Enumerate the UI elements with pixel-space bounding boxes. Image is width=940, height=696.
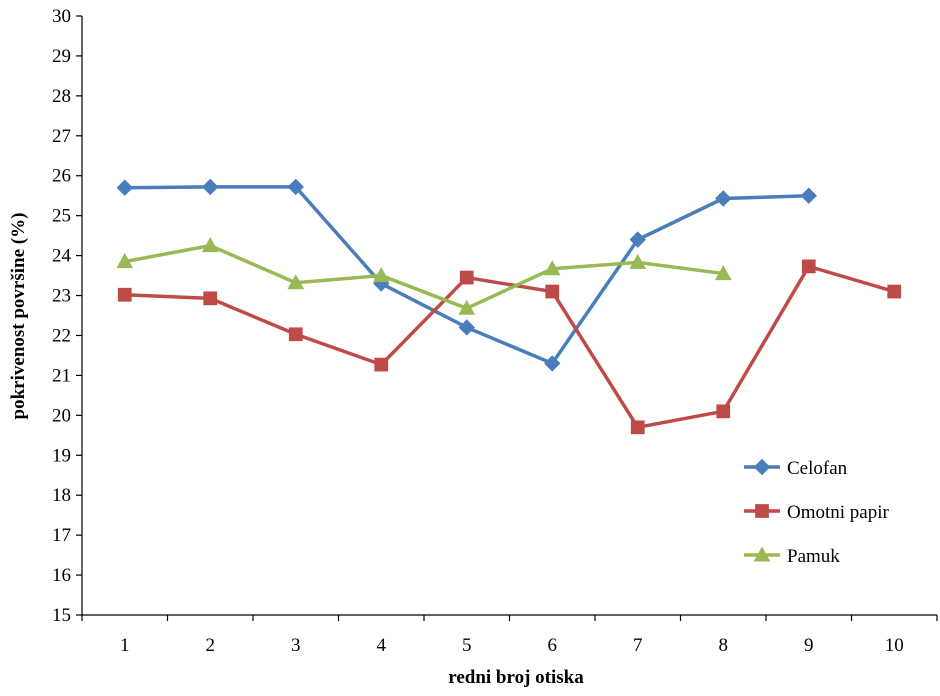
- legend-item: Celofan: [744, 458, 848, 479]
- legend-item: Pamuk: [744, 546, 840, 567]
- y-tick-label: 21: [52, 365, 71, 386]
- data-point: [117, 287, 132, 302]
- y-tick-label: 23: [52, 286, 71, 307]
- y-tick-label: 25: [52, 206, 71, 227]
- y-tick-label: 18: [52, 485, 71, 506]
- y-tick-label: 30: [52, 6, 71, 27]
- data-point: [800, 187, 817, 204]
- series-pamuk: [116, 237, 732, 315]
- data-point: [372, 267, 390, 283]
- y-axis-title: pokrivenost površine (%): [8, 213, 29, 420]
- x-tick-label: 4: [377, 635, 387, 656]
- data-point: [203, 291, 218, 306]
- y-tick-label: 19: [52, 445, 71, 466]
- data-point: [629, 231, 646, 248]
- data-point: [544, 355, 561, 372]
- y-tick-label: 20: [52, 405, 71, 426]
- y-tick-label: 27: [52, 126, 71, 147]
- data-point: [374, 357, 389, 372]
- x-tick-label: 5: [462, 635, 472, 656]
- x-tick-label: 9: [804, 635, 814, 656]
- data-point: [458, 299, 476, 315]
- y-tick-label: 26: [52, 166, 71, 187]
- legend-label: Pamuk: [787, 546, 840, 567]
- x-axis-title: redni broj otiska: [448, 667, 584, 688]
- y-tick-label: 16: [52, 565, 71, 586]
- series-line: [124, 264, 895, 430]
- legend-item: Omotni papir: [744, 502, 890, 523]
- data-point: [116, 253, 134, 269]
- data-point: [545, 284, 560, 299]
- legend-label: Omotni papir: [787, 502, 890, 523]
- data-point: [630, 420, 645, 435]
- series-layer: [116, 178, 902, 435]
- x-tick-label: 2: [206, 635, 216, 656]
- x-tick-label: 8: [719, 635, 729, 656]
- data-point: [459, 270, 474, 285]
- x-axis: 1 2 3 4 5 6 7 8 9 10: [81, 614, 938, 656]
- x-tick-label: 6: [548, 635, 558, 656]
- data-point: [629, 253, 647, 269]
- data-point: [715, 190, 732, 207]
- y-tick-label: 17: [52, 525, 71, 546]
- legend: Celofan Omotni papir Pamuk: [744, 458, 890, 567]
- y-tick-label: 24: [52, 246, 72, 267]
- legend-marker: [753, 458, 771, 476]
- legend-marker: [755, 504, 769, 518]
- legend-label: Celofan: [787, 458, 848, 479]
- y-tick-label: 29: [52, 46, 71, 67]
- data-point: [714, 265, 732, 281]
- x-tick-label: 3: [291, 635, 301, 656]
- x-tick-label: 10: [885, 635, 904, 656]
- data-point: [887, 284, 902, 299]
- data-point: [287, 274, 305, 290]
- data-point: [543, 260, 561, 276]
- series-line: [124, 243, 724, 311]
- y-axis: 15 16 17 18 19 20 21 22 23 24 25 26 27 28 29 30: [52, 6, 83, 626]
- data-point: [458, 319, 475, 336]
- data-point: [287, 178, 304, 196]
- y-tick-label: 28: [52, 86, 71, 107]
- x-tick-label: 7: [633, 635, 643, 656]
- data-point: [116, 179, 133, 196]
- data-point: [202, 178, 219, 196]
- data-point: [716, 404, 731, 419]
- legend-marker: [753, 546, 771, 562]
- y-tick-label: 15: [52, 605, 71, 626]
- data-point: [201, 237, 219, 253]
- series-omotni-papir: [117, 259, 902, 435]
- x-tick-label: 1: [120, 635, 130, 656]
- y-tick-label: 22: [52, 325, 71, 346]
- data-point: [288, 327, 303, 342]
- data-point: [801, 259, 816, 274]
